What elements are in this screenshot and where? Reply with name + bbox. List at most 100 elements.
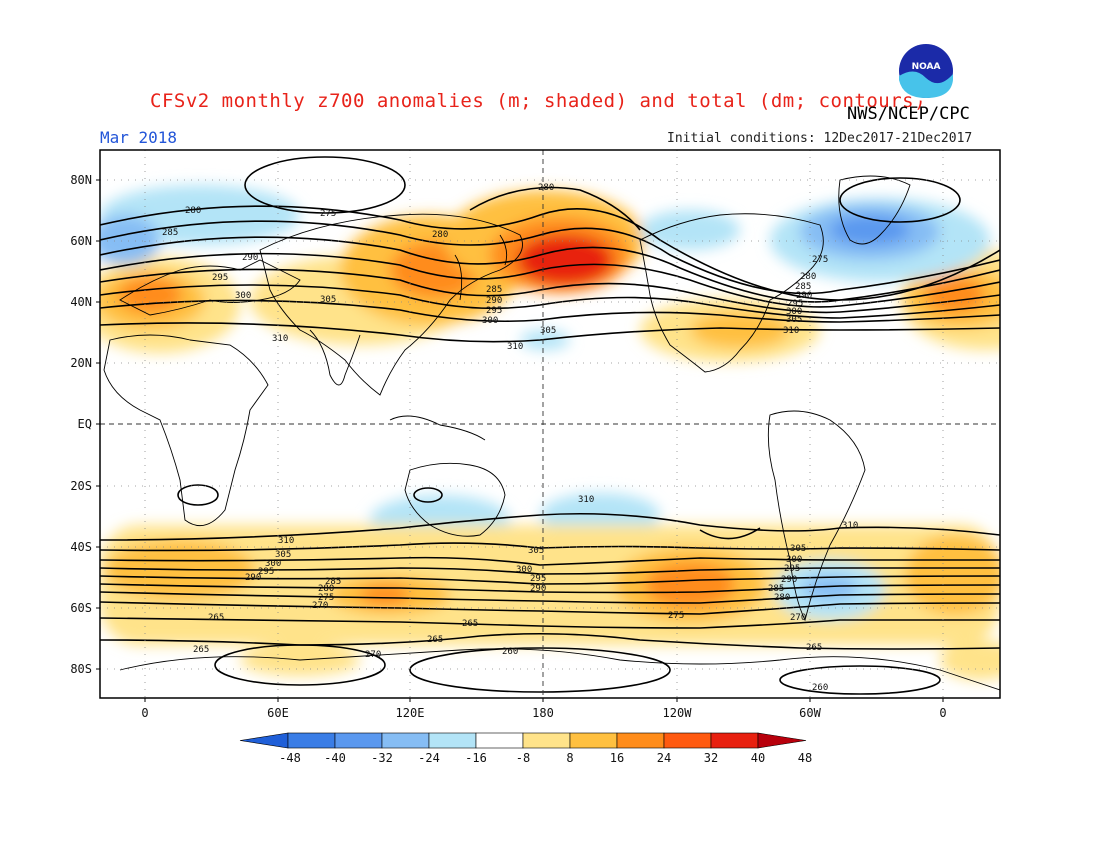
colorbar-segment: [522, 732, 571, 749]
lat-label: 60N: [70, 234, 92, 248]
lat-label: 80S: [70, 662, 92, 676]
colorbar-right-arrow: [757, 732, 807, 749]
colorbar: -48 -40 -32 -24 -16 -8 8 16 24 32 40 48: [239, 732, 812, 765]
lon-label: 120E: [396, 706, 425, 720]
svg-text:300: 300: [786, 555, 802, 565]
colorbar-tick-label: -32: [371, 751, 393, 765]
svg-text:265: 265: [462, 619, 478, 629]
svg-text:280: 280: [432, 230, 448, 240]
colorbar-segment: [381, 732, 430, 749]
colorbar-tick-label: 8: [566, 751, 573, 765]
svg-text:305: 305: [528, 546, 544, 556]
svg-text:260: 260: [812, 683, 828, 693]
svg-text:285: 285: [486, 285, 502, 295]
reference-lines: [100, 150, 1000, 698]
lat-label: 20S: [70, 479, 92, 493]
colorbar-tick-label: 40: [751, 751, 765, 765]
svg-text:265: 265: [427, 635, 443, 645]
noaa-logo-text: NOAA: [912, 62, 941, 72]
svg-text:265: 265: [806, 643, 822, 653]
svg-text:300: 300: [786, 307, 802, 317]
colorbar-tick-label: -8: [516, 751, 530, 765]
chart-title: CFSv2 monthly z700 anomalies (m; shaded)…: [150, 90, 927, 112]
lon-label: 0: [939, 706, 946, 720]
height-contours: [100, 156, 1000, 695]
lat-label: EQ: [78, 417, 92, 431]
svg-text:290: 290: [796, 291, 812, 301]
svg-text:310: 310: [842, 521, 858, 531]
svg-text:290: 290: [486, 296, 502, 306]
colorbar-segment: [428, 732, 477, 749]
lon-label: 180: [532, 706, 554, 720]
svg-text:300: 300: [265, 559, 281, 569]
svg-text:310: 310: [578, 495, 594, 505]
graticule: [100, 150, 1000, 698]
svg-text:305: 305: [275, 550, 291, 560]
svg-text:280: 280: [185, 206, 201, 216]
colorbar-tick-label: -40: [324, 751, 346, 765]
colorbar-tick-label: -24: [418, 751, 440, 765]
lat-label: 40N: [70, 295, 92, 309]
svg-text:280: 280: [800, 272, 816, 282]
lon-label: 60E: [267, 706, 289, 720]
svg-text:305: 305: [786, 315, 802, 325]
svg-text:270: 270: [365, 650, 381, 660]
svg-text:290: 290: [781, 575, 797, 585]
colorbar-segment: [569, 732, 618, 749]
svg-text:285: 285: [768, 584, 784, 594]
svg-text:295: 295: [787, 299, 803, 309]
forecast-month: Mar 2018: [100, 128, 178, 147]
svg-text:265: 265: [193, 645, 209, 655]
svg-text:310: 310: [278, 536, 294, 546]
svg-text:290: 290: [245, 573, 261, 583]
colorbar-tick-label: 24: [657, 751, 671, 765]
lat-label: 60S: [70, 601, 92, 615]
svg-text:310: 310: [507, 342, 523, 352]
svg-text:295: 295: [258, 567, 274, 577]
colorbar-tick-label: -48: [279, 751, 301, 765]
svg-text:295: 295: [530, 574, 546, 584]
lon-label: 120W: [663, 706, 693, 720]
svg-text:280: 280: [538, 183, 554, 193]
svg-text:280: 280: [318, 584, 334, 594]
svg-text:295: 295: [212, 273, 228, 283]
svg-text:265: 265: [208, 613, 224, 623]
colorbar-segment: [663, 732, 712, 749]
svg-text:295: 295: [486, 306, 502, 316]
latitude-labels: 80N 60N 40N 20N EQ 20S 40S 60S 80S: [70, 173, 92, 676]
source-label: NWS/NCEP/CPC: [847, 104, 970, 124]
svg-text:305: 305: [540, 326, 556, 336]
svg-text:290: 290: [242, 253, 258, 263]
colorbar-segment: [616, 732, 665, 749]
svg-text:275: 275: [320, 209, 336, 219]
svg-text:285: 285: [162, 228, 178, 238]
axis-ticks: [96, 179, 944, 702]
anomaly-shading: [100, 185, 1000, 680]
colorbar-tick-label: 48: [798, 751, 812, 765]
svg-text:285: 285: [795, 282, 811, 292]
colorbar-segment: [287, 732, 336, 749]
colorbar-tick-label: 32: [704, 751, 718, 765]
svg-text:310: 310: [783, 326, 799, 336]
svg-text:290: 290: [530, 584, 546, 594]
contour-labels: 280 285 290 295 300 275 280 285 290 295 …: [162, 183, 858, 693]
lon-label: 60W: [799, 706, 821, 720]
svg-text:260: 260: [502, 647, 518, 657]
colorbar-tick-label: -16: [465, 751, 487, 765]
svg-text:300: 300: [235, 291, 251, 301]
noaa-logo-icon: NOAA: [896, 41, 956, 101]
lon-label: 0: [141, 706, 148, 720]
colorbar-segment: [475, 732, 524, 749]
svg-text:275: 275: [812, 255, 828, 265]
svg-text:305: 305: [320, 295, 336, 305]
svg-text:270: 270: [312, 601, 328, 611]
svg-text:275: 275: [318, 593, 334, 603]
svg-text:275: 275: [668, 611, 684, 621]
lat-label: 80N: [70, 173, 92, 187]
colorbar-segment: [710, 732, 759, 749]
colorbar-tick-label: 16: [610, 751, 624, 765]
svg-text:295: 295: [784, 564, 800, 574]
svg-text:300: 300: [482, 316, 498, 326]
svg-text:300: 300: [516, 565, 532, 575]
